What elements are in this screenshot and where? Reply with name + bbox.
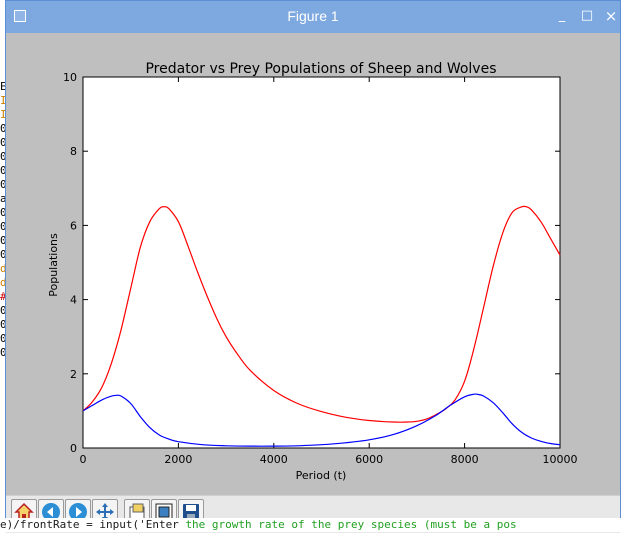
axes-frame	[82, 76, 561, 449]
x-tick-label: 6000	[355, 453, 383, 466]
background-char: d	[0, 262, 7, 275]
background-char: 0	[0, 150, 7, 163]
background-char: I	[0, 94, 7, 107]
background-char: 0	[0, 122, 7, 135]
background-char: 0	[0, 304, 7, 317]
y-tick-label: 4	[70, 294, 77, 307]
subplots-icon	[155, 503, 173, 521]
x-tick-label: 10000	[543, 453, 578, 466]
y-tick-label: 6	[70, 219, 77, 232]
app-icon	[14, 10, 26, 22]
figure-canvas[interactable]: 0 2000 4000 6000 8000 10000 0 2 4 6 8 10 Predator v…	[6, 33, 620, 495]
maximize-button[interactable]: □	[580, 8, 594, 23]
background-char: 0	[0, 318, 7, 331]
background-char: 0	[0, 206, 7, 219]
background-char: E	[0, 80, 7, 93]
x-tick-label: 0	[80, 453, 87, 466]
close-button[interactable]: ×	[604, 7, 618, 25]
right-arrow-icon	[69, 503, 87, 521]
background-char: 0	[0, 234, 7, 247]
background-char: 0	[0, 220, 7, 233]
x-tick-label: 2000	[164, 453, 192, 466]
background-char: I	[0, 108, 7, 121]
move-icon	[96, 503, 114, 521]
x-axis-label: Period (t)	[296, 469, 347, 482]
background-char: 0	[0, 248, 7, 261]
left-arrow-icon	[42, 503, 60, 521]
window-titlebar[interactable]: Figure 1 _ □ ×	[6, 1, 620, 33]
terminal-code-text: e)/frontRate = input('Enter	[0, 518, 186, 531]
x-tick-label: 4000	[260, 453, 288, 466]
background-char: 0	[0, 178, 7, 191]
red-series-line	[82, 205, 561, 423]
background-char: a	[0, 192, 7, 205]
y-axis-label: Populations	[47, 233, 60, 297]
y-tick-label: 8	[70, 145, 77, 158]
minimize-button[interactable]: _	[558, 8, 566, 23]
plot-area: 0 2000 4000 6000 8000 10000 0 2 4 6 8 10 Predator v…	[47, 61, 578, 482]
x-tick-label: 8000	[451, 453, 479, 466]
background-editor-strip: E I I 0 0 0 0 0 a 0 0 0 0 d d #0 0 0 0	[0, 80, 8, 500]
y-tick-label: 0	[70, 442, 77, 455]
blue-series-line	[82, 393, 561, 447]
save-icon	[183, 504, 199, 520]
y-tick-label: 10	[63, 71, 77, 84]
background-char: #	[0, 290, 7, 303]
background-char: 0	[0, 136, 7, 149]
window-title: Figure 1	[287, 8, 339, 24]
background-char: 0	[0, 332, 7, 345]
figure-window: Figure 1 _ □ × 0 2000 4000 6000 8000 10000 0 2 4…	[5, 0, 621, 533]
background-char: 0	[0, 346, 7, 359]
background-terminal-line: e)/frontRate = input('Enter the growth r…	[0, 518, 621, 532]
background-char: 0	[0, 164, 7, 177]
chart-title: Predator vs Prey Populations of Sheep an…	[145, 61, 496, 77]
y-tick-label: 2	[70, 368, 77, 381]
background-char: d	[0, 276, 7, 289]
terminal-string-text: the growth rate of the prey species (mus…	[185, 518, 517, 531]
